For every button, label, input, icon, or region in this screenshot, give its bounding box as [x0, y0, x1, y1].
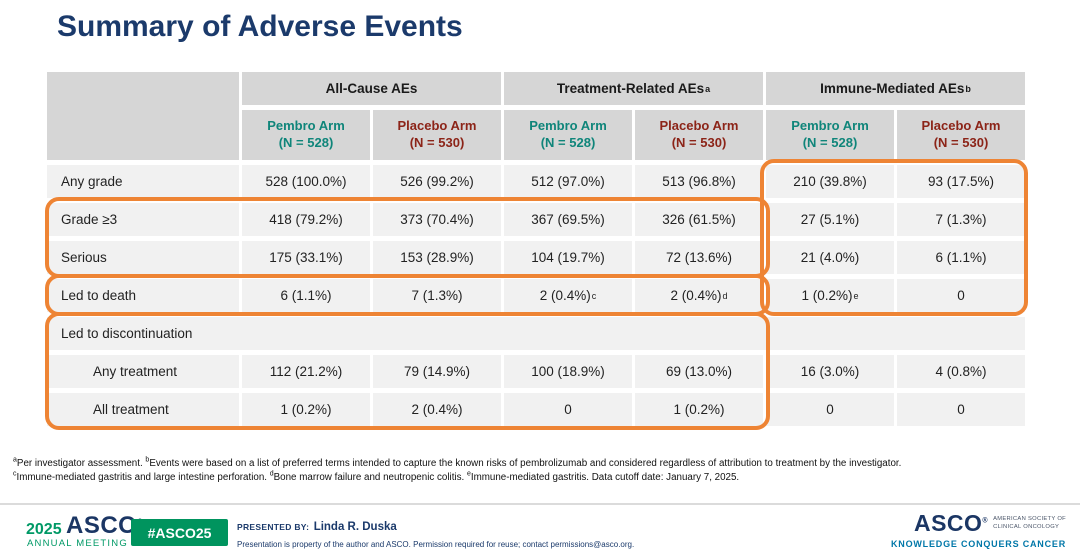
presented-by-line: PRESENTED BY: Linda R. Duska [237, 517, 634, 535]
data-cell: 93 (17.5%) [897, 165, 1025, 198]
data-cell: 0 [897, 393, 1025, 426]
adverse-events-table: All-Cause AEs Treatment-Related AEs a Immun… [47, 72, 1025, 426]
arm-header: Placebo Arm (N = 530) [897, 110, 1025, 160]
data-cell: 0 [504, 393, 632, 426]
column-group-header: Treatment-Related AEs a [504, 72, 763, 105]
row-label: All treatment [47, 393, 239, 426]
data-cell: 2 (0.4%) c [504, 279, 632, 312]
row-label: Any treatment [47, 355, 239, 388]
data-cell: 1 (0.2%) [635, 393, 763, 426]
row-label: Led to death [47, 279, 239, 312]
data-cell: 7 (1.3%) [897, 203, 1025, 236]
asco-org-name-text: AMERICAN SOCIETY OF CLINICAL ONCOLOGY [993, 515, 1066, 530]
arm-header: Placebo Arm (N = 530) [635, 110, 763, 160]
data-cell: 326 (61.5%) [635, 203, 763, 236]
arm-header: Pembro Arm (N = 528) [504, 110, 632, 160]
data-cell: 104 (19.7%) [504, 241, 632, 274]
asco-org-wordmark-icon: ASCO® [913, 510, 989, 536]
row-label: Grade ≥3 [47, 203, 239, 236]
hashtag-badge: #ASCO25 [131, 519, 228, 546]
data-cell: 2 (0.4%) d [635, 279, 763, 312]
arm-header: Pembro Arm (N = 528) [242, 110, 370, 160]
arm-header: Placebo Arm (N = 530) [373, 110, 501, 160]
footnote-line: aPer investigator assessment. bEvents we… [13, 456, 902, 469]
data-cell: 153 (28.9%) [373, 241, 501, 274]
row-label: Serious [47, 241, 239, 274]
data-cell: 7 (1.3%) [373, 279, 501, 312]
data-cell: 69 (13.0%) [635, 355, 763, 388]
data-cell: 27 (5.1%) [766, 203, 894, 236]
presenter-name: Linda R. Duska [313, 521, 397, 533]
data-cell: 6 (1.1%) [897, 241, 1025, 274]
data-cell: 1 (0.2%) e [766, 279, 894, 312]
data-cell: 1 (0.2%) [242, 393, 370, 426]
logo-year-text: 2025 [26, 521, 62, 538]
data-cell: 2 (0.4%) [373, 393, 501, 426]
data-cell: 210 (39.8%) [766, 165, 894, 198]
data-cell: 526 (99.2%) [373, 165, 501, 198]
footnotes: aPer investigator assessment. bEvents we… [13, 457, 1072, 485]
data-cell: 72 (13.6%) [635, 241, 763, 274]
annual-meeting-text: ANNUAL MEETING [27, 538, 128, 549]
data-cell: 100 (18.9%) [504, 355, 632, 388]
row-label: Led to discontinuation [47, 317, 1025, 350]
data-cell: 112 (21.2%) [242, 355, 370, 388]
footnote-line: cImmune-mediated gastritis and large int… [13, 470, 740, 483]
data-cell: 528 (100.0%) [242, 165, 370, 198]
column-group-header: All-Cause AEs [242, 72, 501, 105]
data-cell: 21 (4.0%) [766, 241, 894, 274]
footer-divider [0, 503, 1080, 505]
data-cell: 373 (70.4%) [373, 203, 501, 236]
data-cell: 4 (0.8%) [897, 355, 1025, 388]
data-cell: 0 [766, 393, 894, 426]
presented-by-block: PRESENTED BY: Linda R. Duska Presentatio… [237, 517, 634, 549]
presented-by-label: PRESENTED BY: [237, 522, 310, 532]
asco-org-logo-row: ASCO® AMERICAN SOCIETY OF CLINICAL ONCOL… [891, 510, 1066, 537]
data-cell: 418 (79.2%) [242, 203, 370, 236]
data-cell: 79 (14.9%) [373, 355, 501, 388]
data-cell: 513 (96.8%) [635, 165, 763, 198]
arm-header: Pembro Arm (N = 528) [766, 110, 894, 160]
column-group-header: Immune-Mediated AEs b [766, 72, 1025, 105]
data-cell: 16 (3.0%) [766, 355, 894, 388]
page-title: Summary of Adverse Events [57, 10, 463, 43]
asco-org-tagline: KNOWLEDGE CONQUERS CANCER [890, 539, 1066, 549]
asco-org-logo: ASCO® AMERICAN SOCIETY OF CLINICAL ONCOL… [891, 510, 1066, 549]
copyright-disclaimer: Presentation is property of the author a… [237, 540, 635, 549]
data-cell: 367 (69.5%) [504, 203, 632, 236]
row-label: Any grade [47, 165, 239, 198]
data-cell: 6 (1.1%) [242, 279, 370, 312]
data-cell: 0 [897, 279, 1025, 312]
table-corner-cell [47, 72, 239, 160]
data-cell: 512 (97.0%) [504, 165, 632, 198]
data-cell: 175 (33.1%) [242, 241, 370, 274]
